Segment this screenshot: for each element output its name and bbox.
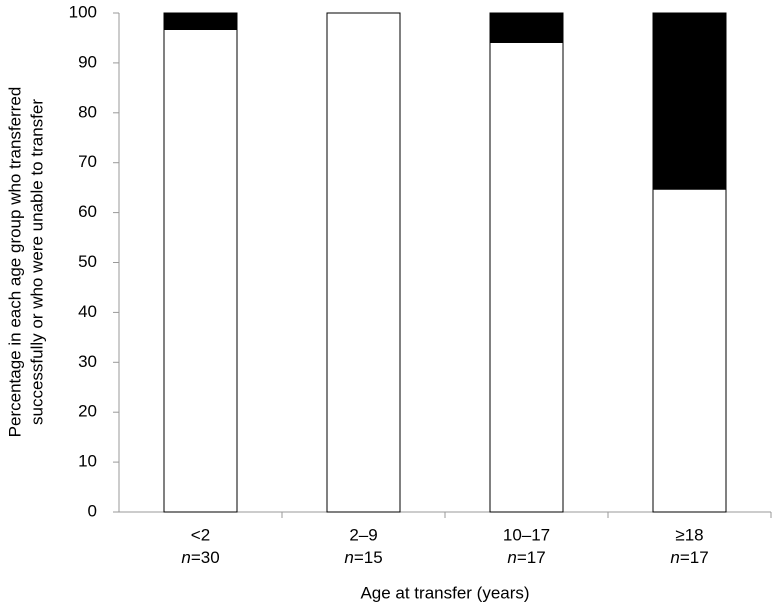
x-axis-title: Age at transfer (years) (360, 583, 529, 602)
bar-segment (163, 28, 238, 513)
bar-segment (489, 12, 564, 43)
sample-size-label: n=17 (507, 548, 545, 567)
sample-size-label: n=15 (344, 548, 382, 567)
bar-segment (163, 12, 238, 30)
y-axis-title: Percentage in each age group who transfe… (5, 87, 46, 438)
y-tick-label: 70 (78, 152, 97, 171)
x-tick-label: 2–9 (349, 525, 377, 544)
y-tick-label: 30 (78, 352, 97, 371)
x-tick-label: 10–17 (503, 525, 550, 544)
y-tick-label: 10 (78, 452, 97, 471)
y-axis-title-line: Percentage in each age group who transfe… (5, 87, 24, 438)
x-tick-label: <2 (191, 525, 210, 544)
y-tick-label: 40 (78, 302, 97, 321)
y-tick-label: 90 (78, 52, 97, 71)
y-tick-label: 60 (78, 202, 97, 221)
sample-size-label: n=30 (181, 548, 219, 567)
x-tick-label: ≥18 (675, 525, 703, 544)
y-tick-label: 50 (78, 252, 97, 271)
y-tick-label: 20 (78, 402, 97, 421)
y-axis-title-line: successfully or who were unable to trans… (27, 99, 46, 425)
bar-segment (489, 41, 564, 513)
y-tick-label: 0 (88, 501, 97, 520)
sample-size-label: n=17 (670, 548, 708, 567)
y-tick-label: 100 (69, 2, 97, 21)
bar-segment (326, 12, 401, 513)
y-tick-label: 80 (78, 102, 97, 121)
bar-segment (652, 12, 727, 190)
bar-segment (652, 188, 727, 513)
